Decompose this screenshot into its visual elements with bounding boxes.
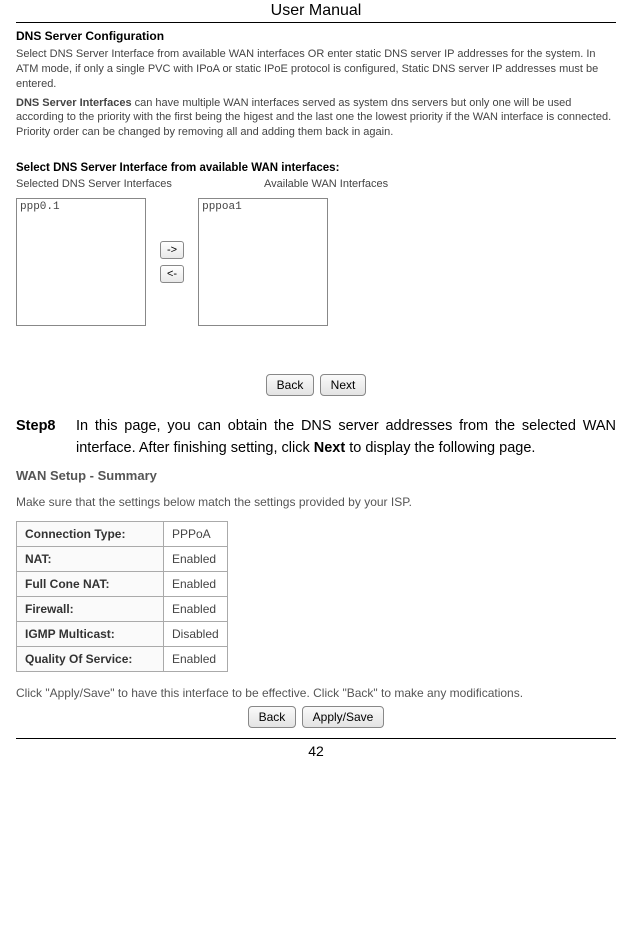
- step8-text: In this page, you can obtain the DNS ser…: [76, 416, 616, 460]
- summary-back-button[interactable]: Back: [248, 706, 297, 728]
- summary-val: Disabled: [164, 621, 228, 646]
- selected-list-label: Selected DNS Server Interfaces: [16, 178, 226, 190]
- dns-paragraph-2: DNS Server Interfaces can have multiple …: [16, 96, 616, 141]
- available-item[interactable]: pppoa1: [202, 201, 324, 213]
- summary-key: Quality Of Service:: [17, 646, 164, 671]
- header-divider: [16, 22, 616, 23]
- move-right-button[interactable]: ->: [160, 241, 184, 259]
- summary-title: WAN Setup - Summary: [16, 468, 616, 483]
- summary-table: Connection Type:PPPoA NAT:Enabled Full C…: [16, 521, 228, 672]
- summary-val: Enabled: [164, 646, 228, 671]
- dual-list-title: Select DNS Server Interface from availab…: [16, 162, 616, 174]
- available-interfaces-listbox[interactable]: pppoa1: [198, 198, 328, 326]
- summary-val: Enabled: [164, 571, 228, 596]
- step8-row: Step8 In this page, you can obtain the D…: [16, 416, 616, 460]
- move-left-button[interactable]: <-: [160, 265, 184, 283]
- table-row: NAT:Enabled: [17, 546, 228, 571]
- summary-intro: Make sure that the settings below match …: [16, 495, 616, 509]
- apply-save-button[interactable]: Apply/Save: [302, 706, 385, 728]
- apply-instruction: Click "Apply/Save" to have this interfac…: [16, 686, 616, 700]
- dns-paragraph-2-label: DNS Server Interfaces: [16, 97, 132, 109]
- table-row: IGMP Multicast:Disabled: [17, 621, 228, 646]
- summary-key: IGMP Multicast:: [17, 621, 164, 646]
- step8-label: Step8: [16, 416, 76, 460]
- available-list-label: Available WAN Interfaces: [264, 178, 388, 190]
- summary-key: NAT:: [17, 546, 164, 571]
- dns-paragraph-1: Select DNS Server Interface from availab…: [16, 47, 616, 92]
- dns-heading: DNS Server Configuration: [16, 29, 616, 43]
- summary-key: Connection Type:: [17, 521, 164, 546]
- page-header-title: User Manual: [16, 0, 616, 20]
- summary-key: Firewall:: [17, 596, 164, 621]
- next-button[interactable]: Next: [320, 374, 367, 396]
- dns-config-panel: DNS Server Configuration Select DNS Serv…: [16, 29, 616, 396]
- summary-val: PPPoA: [164, 521, 228, 546]
- page-number: 42: [16, 743, 616, 759]
- step8-text-bold: Next: [314, 440, 345, 456]
- dual-list-section: Select DNS Server Interface from availab…: [16, 162, 616, 326]
- table-row: Firewall:Enabled: [17, 596, 228, 621]
- summary-val: Enabled: [164, 596, 228, 621]
- footer-divider: [16, 738, 616, 739]
- step8-text-post: to display the following page.: [345, 440, 535, 456]
- summary-val: Enabled: [164, 546, 228, 571]
- summary-key: Full Cone NAT:: [17, 571, 164, 596]
- back-button[interactable]: Back: [266, 374, 315, 396]
- table-row: Full Cone NAT:Enabled: [17, 571, 228, 596]
- selected-item[interactable]: ppp0.1: [20, 201, 142, 213]
- table-row: Quality Of Service:Enabled: [17, 646, 228, 671]
- wan-summary-panel: WAN Setup - Summary Make sure that the s…: [16, 468, 616, 728]
- selected-interfaces-listbox[interactable]: ppp0.1: [16, 198, 146, 326]
- table-row: Connection Type:PPPoA: [17, 521, 228, 546]
